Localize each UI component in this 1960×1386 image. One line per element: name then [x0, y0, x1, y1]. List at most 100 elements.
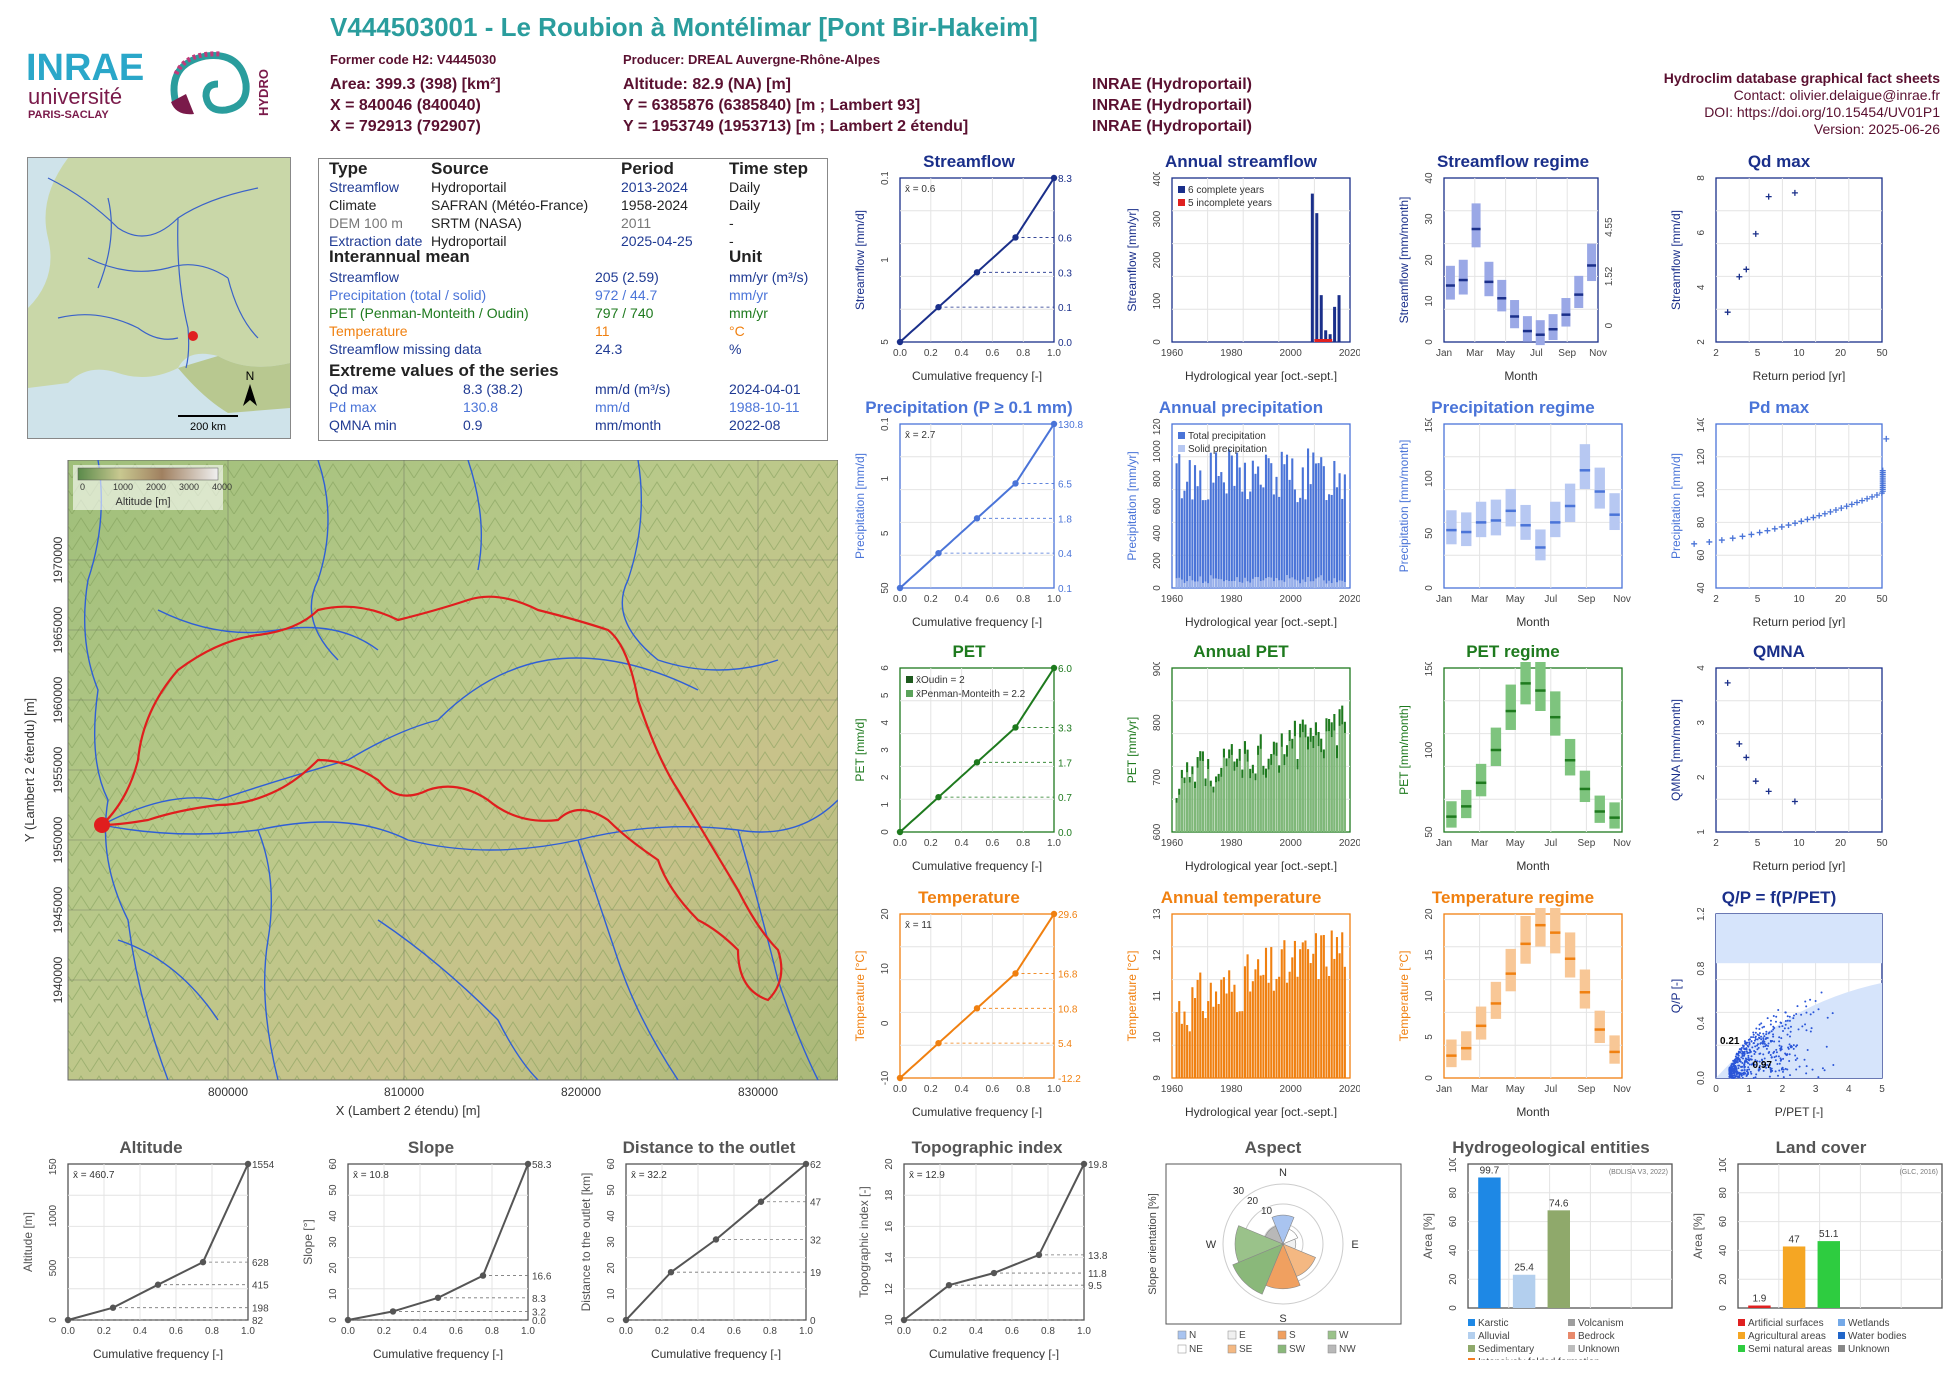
qp-point — [1738, 1048, 1741, 1051]
y-tick: 0 — [606, 1317, 617, 1323]
annual-bar — [1243, 462, 1247, 588]
annual-bar-secondary — [1191, 774, 1194, 832]
map-ylabel: Y (Lambert 2 étendu) [m] — [22, 698, 37, 842]
y-tick: 4 — [1696, 665, 1707, 671]
qp-point — [1769, 1054, 1772, 1057]
annual-bar-secondary — [1230, 754, 1233, 832]
extreme-value: 130.8 — [463, 399, 499, 415]
qp-point — [1787, 1027, 1790, 1030]
hydro-logo-icon — [170, 51, 250, 115]
qp-point — [1780, 1067, 1783, 1070]
return-point — [1748, 531, 1755, 538]
qp-point — [1762, 1032, 1765, 1035]
annual-bar — [1335, 487, 1339, 588]
qp-point — [1743, 1066, 1746, 1069]
quantile-label: 1.8 — [1058, 514, 1072, 525]
x-tick: 1.0 — [1047, 1084, 1061, 1095]
info-period: 1958-2024 — [621, 197, 688, 213]
qp-point — [1786, 1015, 1789, 1018]
return-point — [1724, 309, 1731, 316]
regime-box — [1497, 279, 1507, 312]
annual-bar-secondary — [1296, 580, 1299, 588]
y-axis-label: Streamflow [mm/d] — [853, 210, 867, 310]
y-tick: 10 — [880, 963, 891, 975]
qp-point — [1748, 1058, 1751, 1061]
annual-bar-secondary — [1257, 754, 1260, 832]
annual-bar — [1220, 979, 1223, 1078]
x-tick: Jul — [1544, 594, 1557, 605]
qp-point — [1739, 1065, 1742, 1068]
annual-bar — [1236, 1012, 1239, 1078]
legend-label: W — [1339, 1330, 1349, 1341]
return-point — [1691, 540, 1698, 547]
qp-point — [1784, 1023, 1787, 1026]
quantile-label: 1554 — [252, 1160, 275, 1171]
quantile-point — [1050, 910, 1058, 918]
y-tick: 9 — [1152, 1075, 1163, 1081]
legend-tick: 3000 — [179, 482, 199, 492]
qp-point — [1769, 1019, 1772, 1022]
chart-svg: Month PET [mm/month] Jan Mar May Jul Sep Nov 50 1… — [1397, 662, 1631, 872]
qp-point — [1787, 1046, 1790, 1049]
chart-precip_regime: Precipitation regime Month Precipitation [… — [1394, 398, 1632, 628]
station-title: V444503001 - Le Roubion à Montélimar [Po… — [330, 12, 1038, 42]
x-tick: 0.0 — [893, 594, 907, 605]
x-tick: 0.2 — [377, 1326, 391, 1337]
quantile-label: 32 — [810, 1235, 822, 1246]
quantile-point — [434, 1294, 442, 1301]
y-tick: 0 — [48, 1317, 59, 1323]
chart-svg: Return period [yr] Precipitation [mm/d] 2 5… — [1669, 418, 1890, 628]
annual-bar-secondary — [1193, 787, 1197, 832]
y-tick: 100 — [1424, 470, 1435, 487]
qp-point — [1760, 1022, 1763, 1025]
regime-box — [1522, 316, 1532, 342]
regime-box — [1609, 802, 1620, 829]
qp-point — [1748, 1043, 1751, 1046]
return-point — [1764, 527, 1771, 534]
annual-bar — [1212, 482, 1215, 588]
qp-point — [1760, 1035, 1763, 1038]
qp-point — [1781, 1025, 1784, 1028]
annual-bar — [1217, 475, 1220, 588]
qp-point — [1790, 1045, 1793, 1048]
legend-swatch — [1178, 186, 1185, 193]
regime-box — [1461, 789, 1472, 819]
annual-bar — [1293, 940, 1296, 1078]
x-axis-label: Cumulative frequency [-] — [373, 1347, 503, 1360]
x-tick: 5 — [1755, 348, 1761, 359]
annual-bar-secondary — [1309, 581, 1312, 588]
regime-box — [1510, 300, 1520, 329]
qp-point — [1775, 1015, 1778, 1018]
water-limit-zone — [1716, 914, 1882, 964]
regime-box — [1564, 483, 1576, 522]
annual-bar-secondary — [1193, 581, 1197, 588]
qp-point — [1729, 1066, 1732, 1069]
regime-box — [1609, 1035, 1620, 1064]
y-tick: 10 — [606, 1288, 617, 1300]
info-header-source: Source — [431, 159, 489, 178]
doi-link[interactable]: DOI: https://doi.org/10.15454/UV01P1 — [1704, 104, 1940, 120]
annual-bar — [1328, 494, 1331, 588]
legend-swatch — [1738, 1319, 1745, 1326]
annual-bar — [1254, 969, 1257, 1078]
legend-label: Intensively folded formation — [1478, 1357, 1600, 1360]
chart-title: Pd max — [1748, 398, 1810, 417]
qp-point — [1741, 1061, 1744, 1064]
qp-point — [1769, 1066, 1772, 1069]
quantile-label: 0.0 — [532, 1316, 546, 1327]
qp-point — [1753, 1052, 1756, 1055]
annual-bar-secondary — [1280, 580, 1283, 588]
y-tick: 100 — [1718, 1158, 1729, 1172]
regime-box — [1490, 727, 1502, 766]
regime-box — [1475, 501, 1487, 538]
qp-point — [1773, 1056, 1776, 1059]
qp-point — [1770, 1067, 1773, 1070]
qp-point — [1781, 1030, 1784, 1033]
annual-bar — [1325, 966, 1328, 1078]
qp-point — [1731, 1069, 1734, 1072]
quantile-point — [990, 1269, 998, 1277]
qp-point — [1754, 1038, 1757, 1041]
legend-label: S — [1289, 1330, 1296, 1341]
y-axis-label: Temperature [°C] — [1125, 951, 1139, 1042]
qp-point — [1751, 1046, 1754, 1049]
